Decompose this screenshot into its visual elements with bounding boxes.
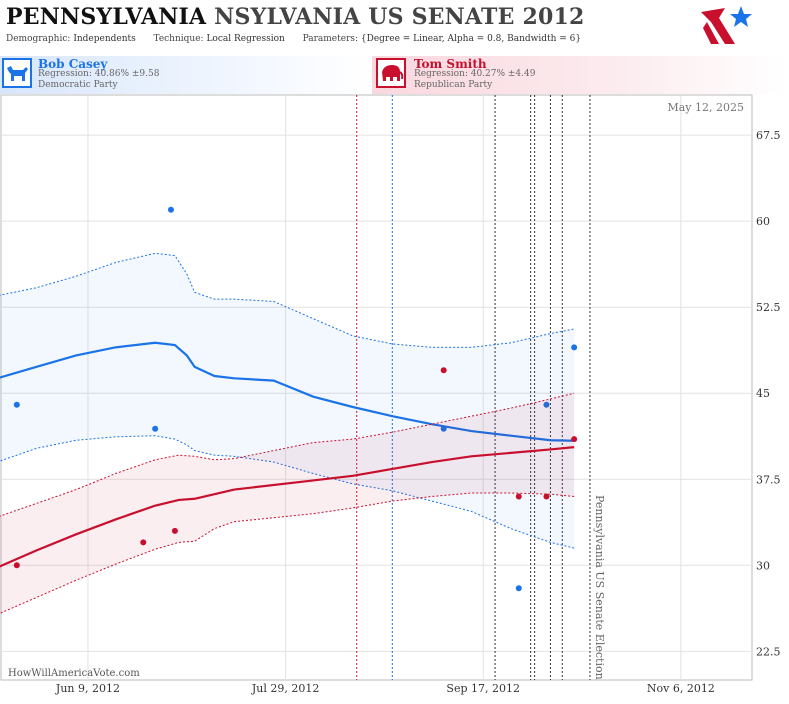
y-tick-label: 67.5 <box>756 129 781 142</box>
header: PENNSYLVANIA NSYLVANIA US SENATE 2012 De… <box>0 0 789 52</box>
poll-point <box>543 493 550 500</box>
y-tick-label: 60 <box>756 215 770 228</box>
poll-point <box>13 401 20 408</box>
poll-point <box>152 425 159 432</box>
y-tick-label: 52.5 <box>756 301 781 314</box>
plot-frame <box>0 94 753 681</box>
donkey-icon <box>2 58 32 88</box>
poll-point <box>140 539 147 546</box>
dem-candidate-name: Bob Casey <box>38 57 108 71</box>
state-title: PENNSYLVANIA <box>6 4 207 30</box>
watermark-date: May 12, 2025 <box>667 101 744 114</box>
x-tick-label: Jun 9, 2012 <box>55 682 120 695</box>
demographic-label: Demographic: <box>6 34 71 44</box>
confidence-band <box>0 393 575 614</box>
democrat-legend: Bob Casey Regression: 40.86% ±9.58 Democ… <box>0 56 372 94</box>
rep-regression: Regression: 40.27% ±4.49 <box>414 69 536 79</box>
rep-party: Republican Party <box>414 80 493 90</box>
y-tick-label: 30 <box>756 559 770 572</box>
election-label: Pennsylvania US Senate Election <box>593 495 606 680</box>
upper-bound-line <box>0 252 575 348</box>
poll-point <box>571 436 578 443</box>
page-title: PENNSYLVANIA NSYLVANIA US SENATE 2012 <box>6 4 584 30</box>
upper-bound-line <box>0 392 575 517</box>
poll-point <box>515 585 522 592</box>
x-tick-label: Sep 17, 2012 <box>446 682 520 695</box>
parameters-label: Parameters: <box>302 34 359 44</box>
demographic-value: Independents <box>73 34 136 44</box>
x-tick-label: Jul 29, 2012 <box>251 682 320 695</box>
race-title: NSYLVANIA US SENATE 2012 <box>214 4 585 30</box>
republican-legend: Tom Smith Regression: 40.27% ±4.49 Repub… <box>372 56 789 94</box>
poll-point <box>571 344 578 351</box>
parameters-value: {Degree = Linear, Alpha = 0.8, Bandwidth… <box>360 34 582 44</box>
poll-point <box>167 206 174 213</box>
y-tick-label: 22.5 <box>756 645 781 658</box>
rep-candidate-name: Tom Smith <box>414 57 487 71</box>
parameter-line: Demographic: Independents Technique: Loc… <box>6 34 581 44</box>
dem-party: Democratic Party <box>38 80 118 90</box>
poll-point <box>13 562 20 569</box>
confidence-band <box>0 253 575 549</box>
poll-point <box>515 493 522 500</box>
candidate-legend: Bob Casey Regression: 40.86% ±9.58 Democ… <box>0 56 789 94</box>
poll-point <box>171 527 178 534</box>
technique-label: Technique: <box>153 34 204 44</box>
y-tick-label: 45 <box>756 387 770 400</box>
lower-bound-line <box>0 492 575 614</box>
regression-line <box>0 446 575 568</box>
y-tick-label: 37.5 <box>756 473 781 486</box>
elephant-icon <box>376 58 406 88</box>
x-tick-label: Nov 6, 2012 <box>647 682 715 695</box>
site-footer: HowWillAmericaVote.com <box>8 668 140 679</box>
poll-point <box>440 425 447 432</box>
site-logo-icon <box>701 6 752 44</box>
lower-bound-line <box>0 435 575 549</box>
technique-value: Local Regression <box>206 34 285 44</box>
dem-regression: Regression: 40.86% ±9.58 <box>38 69 160 79</box>
poll-point <box>543 401 550 408</box>
poll-point <box>440 367 447 374</box>
